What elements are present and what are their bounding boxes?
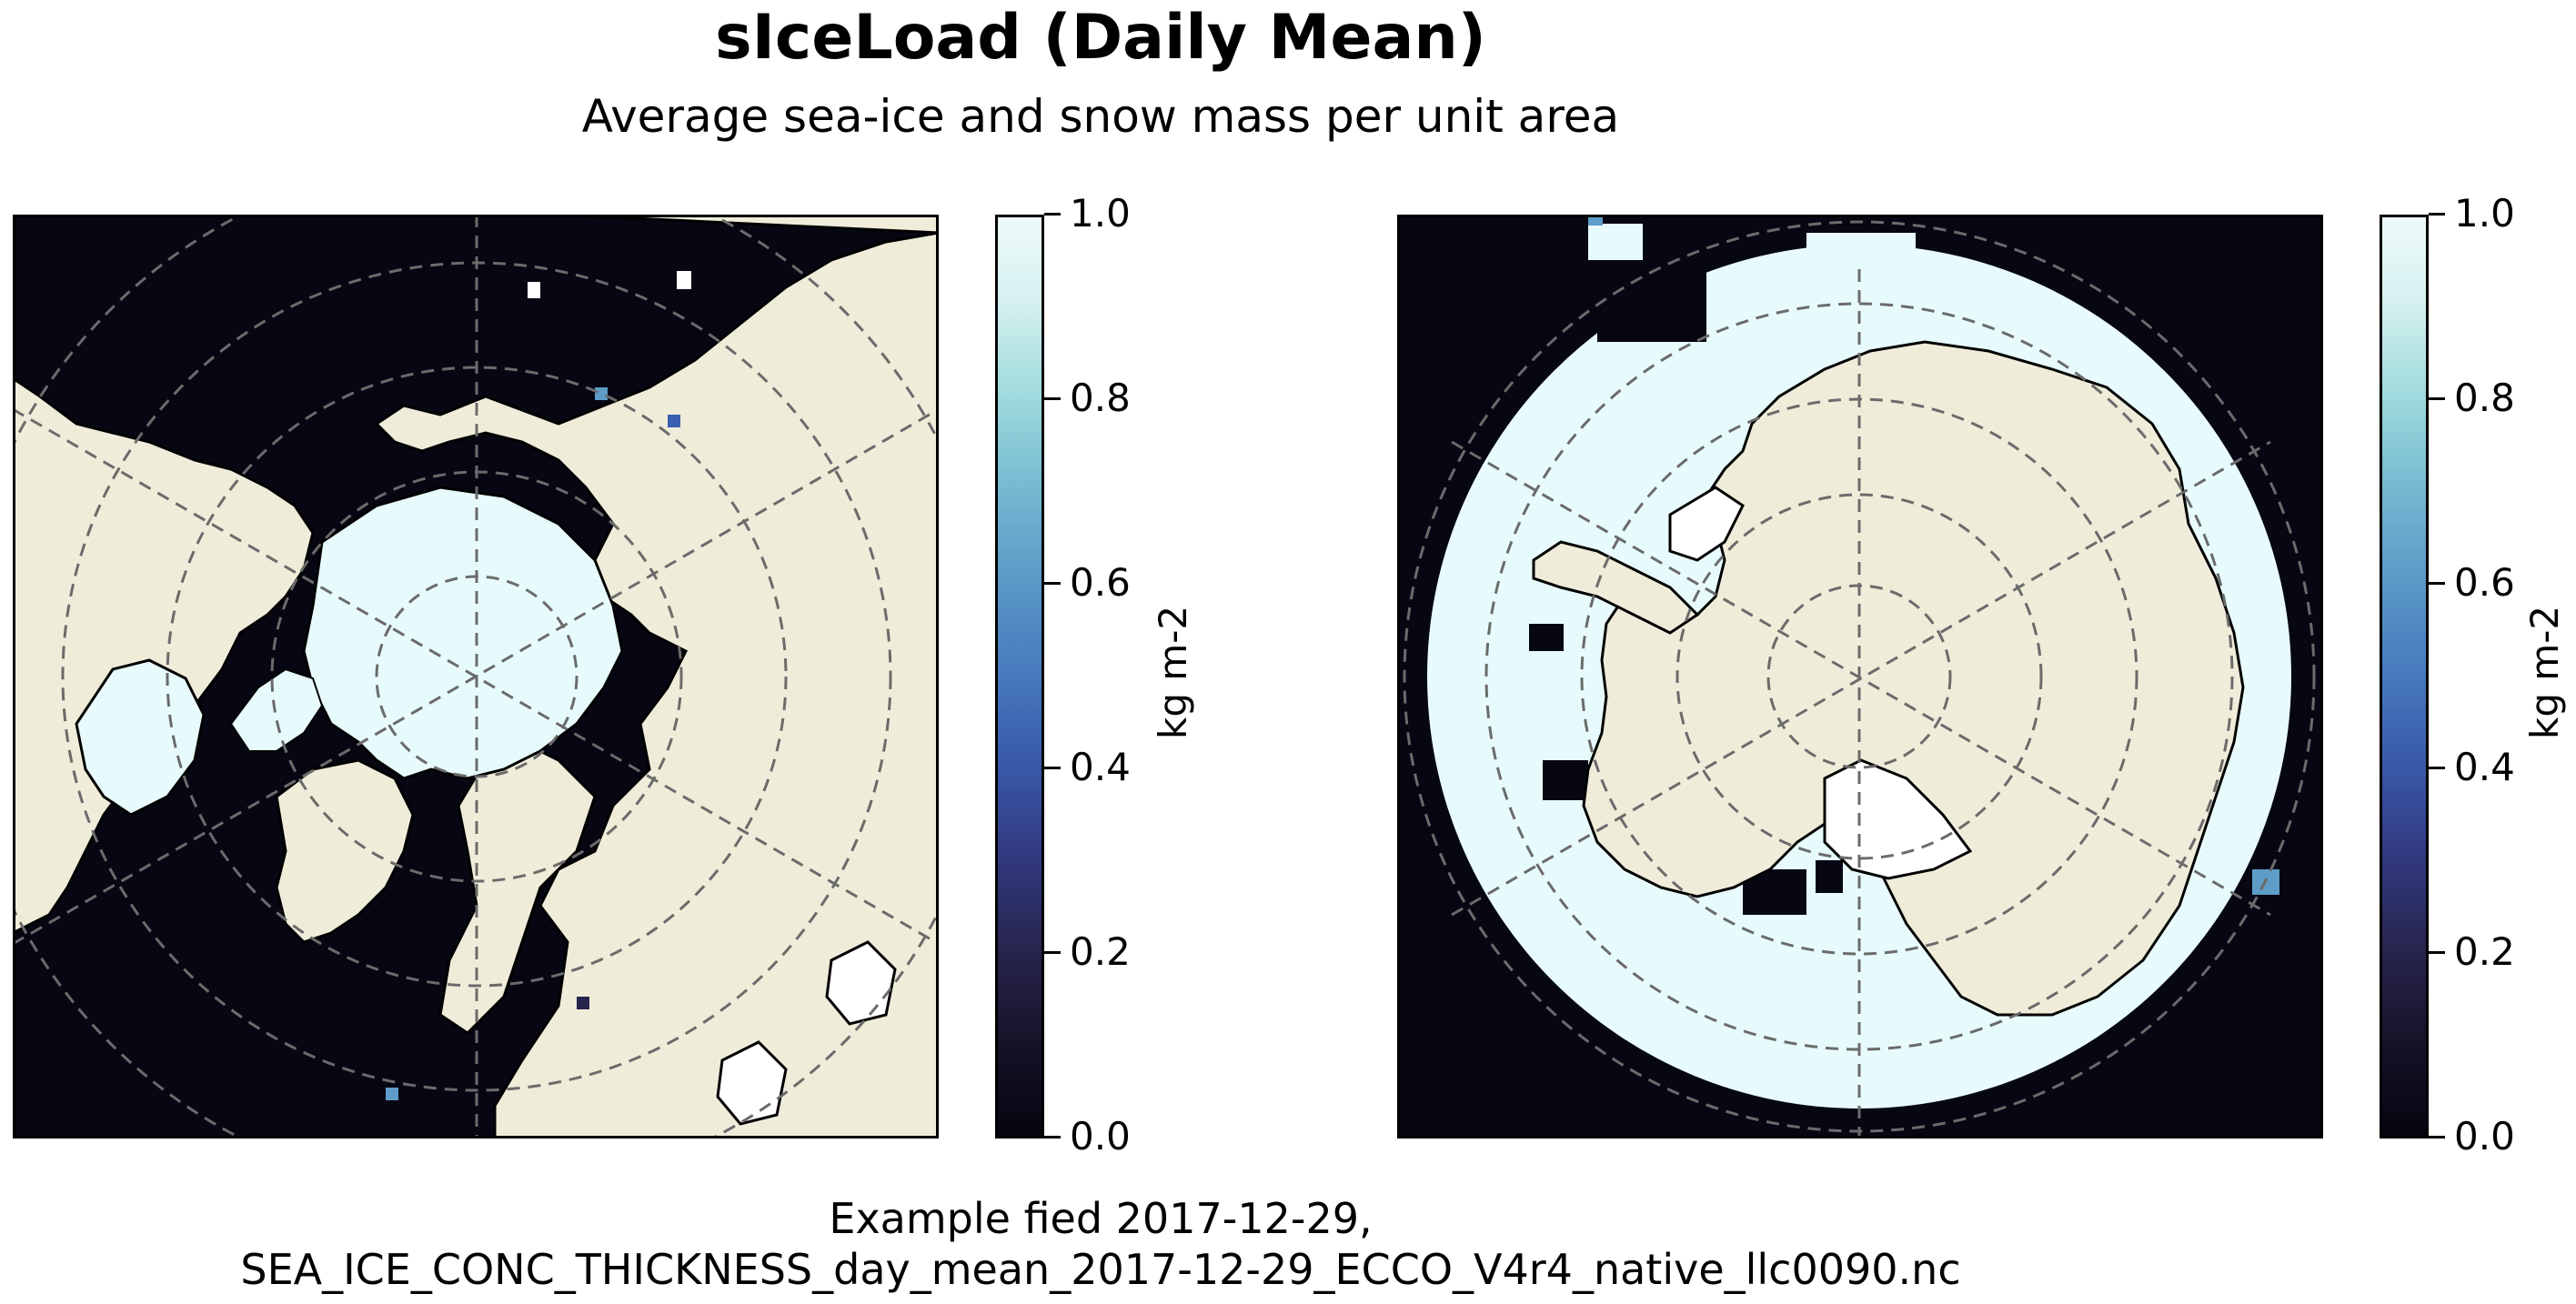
figure-title: sIceLoad (Daily Mean) bbox=[715, 2, 1486, 74]
colorbar-tick-label: 0.6 bbox=[1070, 560, 1131, 605]
colorbar-tick bbox=[2429, 582, 2445, 585]
open-ocean-block bbox=[1529, 624, 1564, 651]
colorbar-tick bbox=[2429, 213, 2445, 216]
north-america-land bbox=[13, 376, 315, 935]
open-ocean-block bbox=[1543, 760, 1588, 800]
colorbar-tick bbox=[1044, 397, 1061, 400]
colorbar-tick-label: 0.6 bbox=[2454, 560, 2515, 605]
colorbar-tick-label: 0.0 bbox=[2454, 1114, 2515, 1159]
figure-subtitle: Average sea-ice and snow mass per unit a… bbox=[581, 90, 1620, 143]
colorbar-tick bbox=[2429, 951, 2445, 954]
graticule bbox=[13, 215, 939, 1138]
ice-edge-cell bbox=[577, 997, 589, 1009]
ice-grid-block bbox=[1806, 233, 1916, 278]
ice-grid-block bbox=[1588, 224, 1643, 260]
colorbar-tick bbox=[2429, 397, 2445, 400]
ice-edge-cell bbox=[668, 415, 680, 427]
ice-edge-cell bbox=[386, 1088, 398, 1100]
white-cell bbox=[528, 282, 540, 298]
colorbar-tick bbox=[1044, 1136, 1061, 1138]
south-colorbar bbox=[2380, 215, 2429, 1138]
ice-edge-cell bbox=[1588, 215, 1603, 226]
colorbar-tick bbox=[1044, 767, 1061, 769]
archipelago-ice bbox=[229, 667, 324, 752]
colorbar-tick bbox=[1044, 213, 1061, 216]
colorbar-tick bbox=[2429, 767, 2445, 769]
caption-line-2: SEA_ICE_CONC_THICKNESS_day_mean_2017-12-… bbox=[240, 1245, 1961, 1294]
eurasia-land bbox=[374, 215, 939, 1138]
colorbar-tick-label: 0.4 bbox=[1070, 745, 1131, 789]
colorbar-tick bbox=[2429, 1136, 2445, 1138]
colorbar-tick-label: 0.8 bbox=[2454, 376, 2515, 420]
ross-ice-shelf bbox=[1823, 758, 1973, 880]
caption-line-1: Example fied 2017-12-29, bbox=[829, 1194, 1373, 1243]
south-map-canvas bbox=[1397, 215, 2323, 1138]
colorbar-tick-label: 0.2 bbox=[1070, 929, 1131, 974]
south-polar-map bbox=[1397, 215, 2323, 1138]
colorbar-tick-label: 0.8 bbox=[1070, 376, 1131, 420]
colorbar-label: kg m-2 bbox=[1151, 605, 1195, 739]
colorbar-tick-label: 1.0 bbox=[1070, 191, 1131, 236]
north-polar-map bbox=[13, 215, 939, 1138]
ice-edge-cell bbox=[595, 387, 608, 400]
hudson-bay-ice bbox=[75, 658, 206, 817]
north-colorbar bbox=[995, 215, 1044, 1138]
colorbar-tick-label: 0.0 bbox=[1070, 1114, 1131, 1159]
greenland-land bbox=[275, 758, 415, 944]
colorbar-tick-label: 1.0 bbox=[2454, 191, 2515, 236]
weddell-ice-shelf bbox=[1668, 486, 1745, 562]
white-cell bbox=[677, 271, 691, 289]
colorbar-tick bbox=[1044, 582, 1061, 585]
antarctic-peninsula bbox=[1532, 540, 1700, 635]
graticule bbox=[1403, 220, 2316, 1138]
north-map-canvas bbox=[13, 215, 939, 1138]
figure-caption: Example fied 2017-12-29, SEA_ICE_CONC_TH… bbox=[0, 1193, 2201, 1295]
colorbar-tick-label: 0.2 bbox=[2454, 929, 2515, 974]
inland-water bbox=[825, 940, 897, 1026]
open-ocean-block bbox=[1816, 860, 1843, 893]
open-ocean-block bbox=[1652, 260, 1706, 315]
colorbar-label: kg m-2 bbox=[2522, 605, 2567, 739]
colorbar-tick bbox=[1044, 951, 1061, 954]
colorbar-tick-label: 0.4 bbox=[2454, 745, 2515, 789]
europe-land bbox=[438, 740, 597, 1035]
